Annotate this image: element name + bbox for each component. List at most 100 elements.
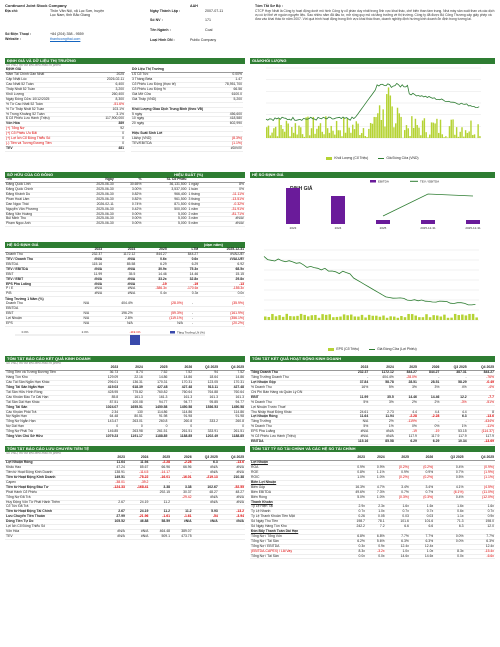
table-cell: -13.6 <box>218 460 245 467</box>
table-cell: Đặng Quốc Linh <box>5 182 75 188</box>
table-cell: Các Khoản Phải Trả <box>5 410 95 416</box>
balance-sheet-table: 2023 2024 2025 2026 Q3 2025 Q4 2025 Tổng Tiền … <box>5 365 245 440</box>
price-line <box>265 82 480 122</box>
table-cell: 22.16 <box>119 375 144 382</box>
table-cell: Thấp Nhất 52 Tuần <box>5 87 89 93</box>
table-cell: 4% <box>440 385 468 391</box>
table-cell: 37.84 <box>346 380 370 386</box>
table-row: (+) Tổng Nợ 92 <box>5 126 125 133</box>
table-cell: 0.3x <box>167 291 200 298</box>
website-link[interactable]: thanhcongthai.com <box>50 36 81 41</box>
table-row: Đặng Quốc Linh 2025-06-30 30.65% 36,131,500… <box>5 182 245 188</box>
table-cell: 2.8% <box>90 316 134 322</box>
legend-close: Giá Đóng Cửa (Lợi Phiếu) <box>377 347 417 352</box>
table-cell <box>193 424 220 431</box>
table-cell: 292.15 <box>149 490 171 496</box>
table-row: Giá Mở Cửa 6100.0 <box>131 92 243 98</box>
table-cell: (8.3%) <box>219 136 243 142</box>
table-cell: 143.47 <box>94 419 120 426</box>
table-cell: 2025-06-30 <box>74 221 115 228</box>
table-cell: 92 <box>88 126 125 133</box>
table-cell <box>417 390 441 396</box>
table-cell: 760.64 <box>168 390 194 396</box>
table-cell: #N/A <box>346 434 370 440</box>
table-cell: Nợ Ngắn Hạn <box>5 415 95 421</box>
table-cell: N/A <box>65 321 91 327</box>
table-cell: 95.85 <box>193 400 220 406</box>
column-header: Q4 2025 <box>219 365 245 372</box>
table-row: % Doanh Thu 5% 3% 2% 2% -3% -51% <box>250 400 495 406</box>
volume-bar <box>353 129 356 138</box>
table-row: Khấu Hao 47.24 85.67 66.96 66.96 #N/A #N/A <box>5 465 245 472</box>
volume-bar <box>470 120 472 138</box>
volume-bar <box>348 127 350 138</box>
multiples-table: 2023 2024 2025 LTM 2025-12-31 Doanh Thu 232.37… <box>5 247 245 298</box>
volume-bar <box>403 130 406 138</box>
table-row: Biên Gộp 16.3% 4.7% 3.4% 3.4% 4.1% (4.5%) <box>250 485 495 491</box>
table-row: LS Cổ Tức 0.00% <box>131 72 243 79</box>
table-cell <box>102 490 126 496</box>
table-cell: 0.7x <box>464 509 495 516</box>
table-cell: Tổng Doanh Thu <box>250 370 347 377</box>
column-header: 2024 <box>365 455 386 462</box>
table-cell: -0.32% <box>214 202 245 208</box>
table-cell: 1450.58 <box>143 405 169 411</box>
volume-bar <box>289 136 291 138</box>
table-cell: 0.7x <box>342 509 366 516</box>
table-cell: Biên EBITDA <box>250 490 343 496</box>
table-row: Vốn Hóa #N/A #N/A 464.48 389.07 <box>5 529 245 535</box>
table-cell: -19 <box>417 429 441 436</box>
table-cell: 1188.85 <box>219 434 245 440</box>
table-cell: Nguyễn Văn Phương <box>5 207 75 213</box>
table-cell: - <box>417 375 441 382</box>
table-row: (+) Cổ Phiếu Ưu Đãi 0 <box>5 131 125 138</box>
volume-bar <box>312 116 315 138</box>
table-cell: 8,300 <box>88 97 125 103</box>
table-row: Tổng Tài Sản 1024.07 1655.51 1450.58 1450.58… <box>5 405 245 411</box>
table-cell: #DIV/0! <box>219 146 243 152</box>
table-cell: 114.86 <box>168 410 194 416</box>
table-cell: 844.27 <box>136 252 168 258</box>
table-cell: 5 năm <box>187 221 215 228</box>
column-header: Q4 2025 <box>467 365 495 372</box>
table-cell: 2025-06-30 <box>74 207 115 213</box>
shareholder-section: SỞ HỮU CỦA CỔ ĐÔNG HIỆU SUẤT (%) Tên Ngày%… <box>5 171 245 228</box>
table-cell: 7.7% <box>385 534 410 540</box>
table-cell: (0.3%) <box>385 495 410 501</box>
table-cell: 29.8x <box>199 277 245 283</box>
table-row: Lợi Ích Cổ Đông Thiểu Số <box>5 524 245 530</box>
table-cell <box>394 390 418 396</box>
table-cell: 260.8 <box>219 419 245 426</box>
industry: Coal <box>205 27 213 32</box>
table-cell: -2.28 <box>417 415 441 421</box>
table-cell: 871,500 <box>142 202 188 208</box>
volume-bar <box>407 128 409 138</box>
table-cell: 6.29 <box>394 439 418 445</box>
table-cell: 6.29 <box>136 262 168 268</box>
table-cell: N/A <box>65 301 91 308</box>
table-cell: -434% <box>467 419 495 426</box>
legend-growth: Tăng Trưởng LN (%) <box>177 330 205 334</box>
table-cell: #VALUE! <box>199 252 245 258</box>
table-cell: (+) Tổng Nợ <box>5 126 89 133</box>
table-cell: 0.03 <box>409 514 435 521</box>
table-cell: 1188.85 <box>168 434 194 440</box>
table-cell: 6.3% <box>409 539 435 545</box>
table-cell: 0.3x <box>342 544 366 550</box>
volume-bar <box>341 136 343 138</box>
eps-bar <box>464 315 468 320</box>
x-tick-label: 2025 <box>380 226 387 230</box>
table-cell: Tổng Nợ / Tổng Vốn <box>250 534 343 540</box>
table-cell: (59.3%) <box>133 311 184 318</box>
table-cell: (1.1%) <box>464 475 495 481</box>
table-cell: #N/A <box>125 529 150 535</box>
volume-bar <box>463 136 465 138</box>
table-cell: 0.9% <box>385 470 410 476</box>
eps-bar <box>414 315 418 320</box>
table-cell: 46.88 <box>125 519 150 526</box>
table-row: #DIV/0! <box>131 146 243 152</box>
table-row: Tổng Nợ Ngắn Hạn 143.47 263.01 260.8 260.8 33… <box>5 419 245 426</box>
table-cell: 0.0x <box>199 291 245 298</box>
table-cell: #N/A <box>103 257 137 263</box>
table-row: Tỷ Lệ Nhanh 0.7x 1.0x 0.7x 0.7x 0.6x 0.7x <box>250 509 495 516</box>
